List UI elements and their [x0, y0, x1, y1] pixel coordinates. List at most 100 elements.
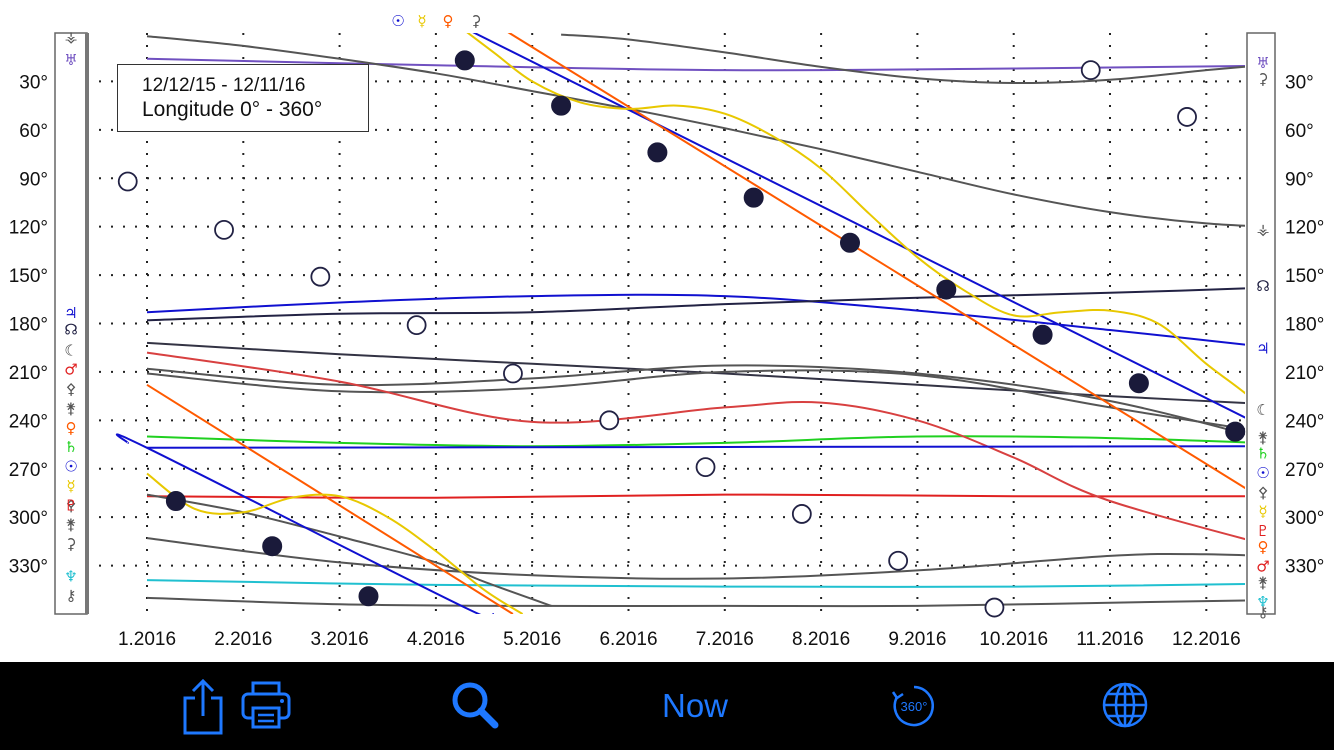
y-tick-label-right-7: 240°	[1285, 411, 1324, 432]
y-tick-label-right-9: 300°	[1285, 508, 1324, 529]
moon-marker-11	[1177, 107, 1197, 127]
series-line-3	[146, 293, 1245, 346]
series-line-9	[146, 537, 1245, 580]
series-line-5	[146, 493, 1245, 499]
series-line-4	[146, 287, 1245, 322]
coordinate-label: Longitude 0° - 360°	[142, 98, 323, 121]
x-tick-label-11: 12.2016	[1172, 629, 1241, 650]
planet-glyph-left-4: ☾	[64, 341, 77, 359]
planet-glyph-left-7: ⚵	[66, 399, 77, 417]
x-tick-label-3: 4.2016	[407, 629, 465, 650]
y-tick-label-right-1: 60°	[1285, 121, 1314, 142]
planet-glyph-right-3: ☊	[1256, 277, 1269, 295]
moon-marker-0	[117, 171, 138, 192]
planet-glyph-left-5: ♂	[64, 361, 77, 379]
series-line-2	[561, 33, 1245, 85]
sun-marker-2	[358, 586, 379, 607]
search-icon[interactable]	[450, 680, 500, 730]
sun-marker-10	[1128, 373, 1149, 394]
series-line-17	[472, 33, 1245, 419]
x-tick-label-5: 6.2016	[599, 629, 657, 650]
planet-glyph-left-0: ⚶	[65, 28, 78, 46]
series-line-12	[146, 364, 1245, 436]
moon-marker-9	[984, 597, 1005, 618]
moon-marker-6	[695, 457, 716, 478]
date-range-label: 12/12/15 - 12/11/16	[142, 75, 306, 96]
planet-glyph-right-2: ⚶	[1257, 220, 1270, 238]
y-tick-label-left-9: 300°	[9, 508, 48, 529]
y-tick-label-left-7: 240°	[9, 411, 48, 432]
planet-glyph-right-7: ♄	[1256, 445, 1269, 463]
x-tick-label-4: 5.2016	[503, 629, 561, 650]
planet-glyph-right-12: ♀	[1258, 538, 1269, 556]
series-line-1	[146, 35, 1245, 227]
sun-marker-8	[936, 279, 957, 300]
series-line-7	[146, 579, 1245, 588]
x-tick-label-10: 11.2016	[1076, 629, 1143, 650]
series-line-11	[146, 341, 1245, 404]
y-tick-label-right-2: 90°	[1285, 169, 1314, 190]
planet-glyph-top-0: ☉	[391, 12, 404, 30]
sun-marker-7	[839, 232, 860, 253]
x-tick-label-8: 9.2016	[888, 629, 946, 650]
sun-marker-3	[454, 50, 475, 71]
now-button[interactable]: Now	[661, 687, 729, 724]
info-box: 12/12/15 - 12/11/16 Longitude 0° - 360°	[117, 64, 369, 132]
moon-marker-5	[599, 410, 620, 431]
sun-marker-6	[743, 187, 764, 208]
planet-glyph-right-4: ♃	[1256, 340, 1269, 358]
series-line-19	[507, 33, 1245, 490]
print-icon[interactable]	[240, 680, 292, 730]
series-line-10	[146, 493, 552, 607]
x-tick-label-1: 2.2016	[214, 629, 272, 650]
y-tick-label-left-4: 150°	[9, 266, 48, 287]
y-tick-label-left-10: 330°	[9, 557, 48, 578]
sun-marker-0	[165, 491, 186, 512]
series-line-14	[146, 351, 1245, 541]
sun-marker-9	[1032, 324, 1053, 345]
series-line-8	[146, 596, 1245, 608]
series-line-15	[146, 445, 1245, 449]
planet-glyph-left-13: ♇	[64, 496, 77, 514]
moon-marker-3	[406, 315, 427, 336]
moon-marker-2	[310, 266, 331, 287]
moon-marker-10	[1080, 60, 1101, 81]
y-tick-label-right-6: 210°	[1285, 363, 1324, 384]
x-tick-label-6: 7.2016	[696, 629, 754, 650]
x-tick-label-7: 8.2016	[792, 629, 850, 650]
y-tick-label-left-6: 210°	[9, 363, 48, 384]
planet-glyph-left-10: ☉	[64, 458, 77, 476]
series-line-18	[146, 383, 514, 614]
y-tick-label-left-3: 120°	[9, 218, 48, 239]
sun-marker-11	[1225, 421, 1246, 442]
ephemeris-chart[interactable]: 30° 30° 60° 60° 90° 90° 120° 120° 150° 150° 180° 18…	[0, 0, 1334, 662]
rotate-360-button[interactable]: 360°	[890, 682, 938, 730]
series-line-20	[146, 472, 524, 614]
globe-icon[interactable]	[1100, 680, 1150, 730]
sun-marker-4	[551, 95, 572, 116]
planet-glyph-left-12: ⚴	[66, 496, 77, 514]
x-tick-label-0: 1.2016	[118, 629, 176, 650]
planet-glyph-right-13: ♂	[1256, 558, 1269, 576]
planet-glyph-right-15: ♆	[1256, 593, 1269, 611]
planet-glyph-left-1: ♅	[64, 51, 77, 69]
y-tick-label-right-10: 330°	[1285, 557, 1324, 578]
y-tick-label-left-8: 270°	[9, 460, 48, 481]
planet-glyph-top-3: ⚳	[471, 12, 482, 30]
y-tick-label-left-2: 90°	[19, 169, 48, 190]
planet-glyph-right-16: ⚷	[1258, 603, 1269, 621]
moon-marker-4	[503, 363, 523, 384]
series-line-0	[146, 57, 1245, 72]
y-tick-label-right-5: 180°	[1285, 315, 1324, 336]
planet-glyph-right-9: ⚴	[1258, 483, 1269, 501]
share-icon[interactable]	[180, 678, 226, 736]
series-line-21	[466, 33, 1245, 395]
planet-glyph-left-11: ☿	[66, 477, 75, 495]
y-tick-label-right-4: 150°	[1285, 266, 1324, 287]
planet-glyph-right-5: ☾	[1256, 401, 1269, 419]
y-tick-label-left-5: 180°	[9, 315, 48, 336]
planet-glyph-left-9: ♄	[64, 438, 77, 456]
series-line-13	[146, 369, 1245, 431]
planet-glyph-left-15: ⚳	[66, 535, 77, 553]
planet-glyph-right-14: ⚵	[1258, 574, 1269, 592]
